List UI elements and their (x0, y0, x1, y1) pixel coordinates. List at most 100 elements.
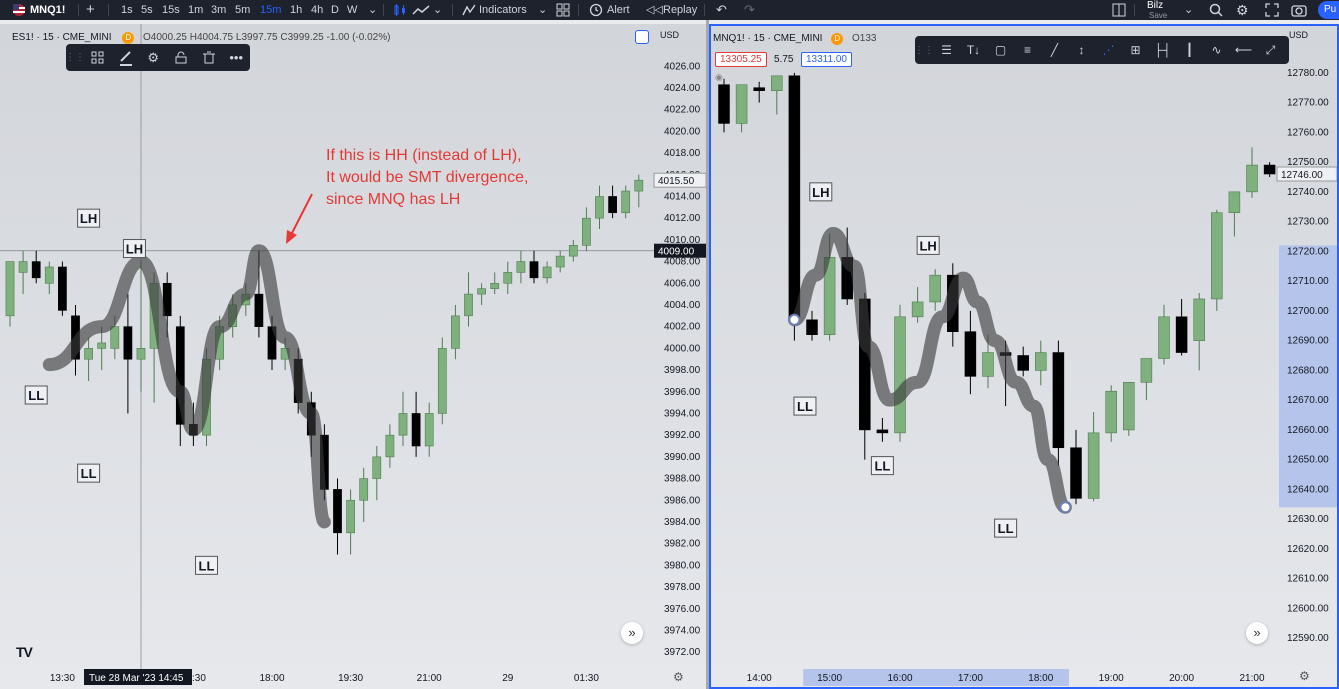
candle-body (1263, 164, 1276, 175)
price-tick-label: 4008.00 (664, 257, 701, 268)
time-range-highlight (803, 669, 1069, 686)
candle-body (1158, 316, 1170, 359)
layout-dropdown-icon[interactable]: ⌄ (1184, 4, 1194, 16)
extend-line-icon[interactable]: ⤢ (1265, 42, 1276, 57)
timeframe-5m[interactable]: 5m (235, 4, 251, 16)
candle-body (175, 326, 185, 425)
drag-handle-icon[interactable]: ⋮⋮ (65, 52, 85, 63)
candle-body (1105, 390, 1117, 434)
timeframe-D[interactable]: D (331, 4, 339, 16)
es-legend-symbol[interactable]: ES1! · 15 · CME_MINI (12, 32, 112, 43)
timeframe-dropdown-icon[interactable]: ⌄ (368, 4, 378, 16)
alert-icon[interactable] (589, 0, 603, 20)
fullscreen-icon[interactable] (1265, 0, 1279, 20)
more-icon[interactable]: ••• (229, 50, 244, 65)
replay-icon[interactable]: ◁◁ (646, 4, 663, 16)
templates-icon[interactable] (556, 0, 570, 20)
es-currency-label[interactable]: USD (660, 30, 680, 40)
trash-icon[interactable] (195, 45, 223, 71)
es-scroll-to-realtime-button[interactable]: » (621, 622, 643, 644)
rectangle-icon[interactable]: ▢ (994, 43, 1007, 57)
price-tick-label: 12680.00 (1287, 365, 1329, 376)
timeframe-15m[interactable]: 15m (260, 4, 282, 16)
pattern-label-box (24, 385, 48, 405)
horizontal-lines-icon[interactable]: ☰ (941, 43, 952, 57)
settings-icon[interactable]: ⚙ (1236, 2, 1249, 18)
trend-line-icon[interactable]: ╱ (1050, 43, 1059, 57)
replay-button[interactable]: Replay (663, 4, 698, 16)
mnq-last-price-tag-text: 12746.00 (1281, 170, 1323, 181)
price-tick-label: 12780.00 (1287, 68, 1329, 79)
tradingview-logo[interactable]: TV (16, 644, 33, 660)
add-symbol-icon[interactable]: + (86, 1, 95, 18)
indicators-dropdown-icon[interactable]: ⌄ (538, 4, 548, 16)
text-tool-icon[interactable]: T↓ (966, 43, 981, 57)
long-short-icon[interactable]: ↕ (1078, 43, 1085, 57)
es-collapse-toggle-icon[interactable] (635, 30, 649, 44)
es-axis-settings-icon[interactable]: ⚙ (673, 670, 684, 684)
chart-type-icon[interactable] (412, 0, 430, 20)
pencil-icon[interactable] (112, 45, 140, 71)
es-chart-canvas[interactable]: 4026.004024.004022.004020.004018.004016.… (0, 24, 706, 689)
candle-body (1175, 316, 1188, 353)
snapshot-icon[interactable] (1291, 0, 1307, 20)
search-icon[interactable] (1209, 0, 1223, 20)
timeframe-1s[interactable]: 1s (121, 4, 133, 16)
timeframe-1m[interactable]: 1m (188, 4, 204, 16)
mnq-legend-symbol[interactable]: MNQ1! · 15 · CME_MINI (713, 33, 823, 44)
timeframe-5s[interactable]: 5s (141, 4, 153, 16)
mnq-axis-settings-icon[interactable]: ⚙ (1299, 669, 1310, 683)
price-tick-label: 12660.00 (1287, 425, 1329, 436)
layout-name[interactable]: Bilz (1147, 0, 1164, 11)
date-range-icon[interactable]: ├┤ (1153, 43, 1171, 57)
alert-button[interactable]: Alert (607, 4, 630, 16)
chart-type-dropdown-icon[interactable]: ⌄ (433, 4, 443, 16)
layout-icon[interactable] (1112, 0, 1126, 20)
layout-save-label[interactable]: Save (1149, 11, 1168, 20)
indicators-button[interactable]: Indicators (479, 4, 527, 16)
timeframe-1h[interactable]: 1h (290, 4, 303, 16)
price-tick-label: 3996.00 (664, 387, 701, 398)
candle-body (385, 434, 395, 458)
pattern-label-ll: LL (998, 521, 1014, 536)
redo-icon[interactable]: ↷ (744, 2, 755, 17)
mnq-bid-price[interactable]: 13305.25 (715, 52, 767, 67)
publish-button[interactable]: Pu (1318, 1, 1339, 19)
symbol-search-button[interactable]: MNQ1! (30, 4, 66, 16)
mnq-ask-price[interactable]: 13311.00 (801, 52, 852, 67)
mnq-scroll-to-realtime-button[interactable]: » (1246, 622, 1268, 644)
price-tick-label: 3984.00 (664, 517, 701, 528)
mnq-currency-label[interactable]: USD (1289, 30, 1309, 40)
parallel-channel-icon[interactable]: ≡ (1023, 43, 1031, 57)
timeframe-W[interactable]: W (347, 4, 358, 16)
object-tree-icon[interactable] (84, 45, 112, 71)
timeframe-4h[interactable]: 4h (311, 4, 324, 16)
candle-body (1193, 298, 1205, 341)
gear-icon[interactable]: ⚙ (147, 49, 159, 65)
top-toolbar: MNQ1! + ⌄ ⌄ Indicators ⌄ Alert ◁◁ Replay… (0, 0, 1339, 20)
es-chart-pane[interactable]: 4026.004024.004022.004020.004018.004016.… (0, 24, 706, 689)
fib-icon[interactable]: ⋰ (1102, 43, 1115, 57)
mnq-chart-pane[interactable]: 12780.00 12770.00 12760.00 12750.00 12740.00… (709, 24, 1339, 689)
candles-chart-type-icon[interactable] (393, 0, 407, 20)
drawing-tools-toolbar: ⋮⋮ ☰ T↓ ▢ ≡ ╱ ↕ ⋰ ⊞ ├┤ ┃ ∿ ⟵ ⤢ (914, 36, 1289, 64)
candle-body (964, 331, 977, 377)
lock-icon[interactable] (167, 45, 195, 71)
pane-divider[interactable] (706, 20, 709, 689)
path-icon[interactable]: ∿ (1211, 43, 1222, 57)
candle-body (372, 456, 382, 479)
mnq-chart-canvas[interactable]: 12780.00 12770.00 12760.00 12750.00 12740.00… (711, 26, 1337, 687)
timeframe-3m[interactable]: 3m (211, 4, 227, 16)
pattern-label-lh: LH (919, 238, 936, 253)
drag-handle-icon[interactable]: ⋮⋮ (914, 44, 934, 56)
indicators-icon[interactable] (462, 0, 476, 20)
grid-icon[interactable]: ⊞ (1130, 43, 1141, 57)
undo-icon[interactable]: ↶ (716, 2, 727, 17)
mnq-visibility-eye-icon[interactable]: ◉ (715, 72, 723, 82)
vertical-line-icon[interactable]: ┃ (1185, 43, 1194, 57)
candle-body (110, 326, 120, 349)
path-anchor-handle (1059, 501, 1072, 514)
pattern-label-lh: LH (126, 242, 143, 257)
horizontal-ray-icon[interactable]: ⟵ (1234, 43, 1253, 57)
timeframe-15s[interactable]: 15s (162, 4, 180, 16)
